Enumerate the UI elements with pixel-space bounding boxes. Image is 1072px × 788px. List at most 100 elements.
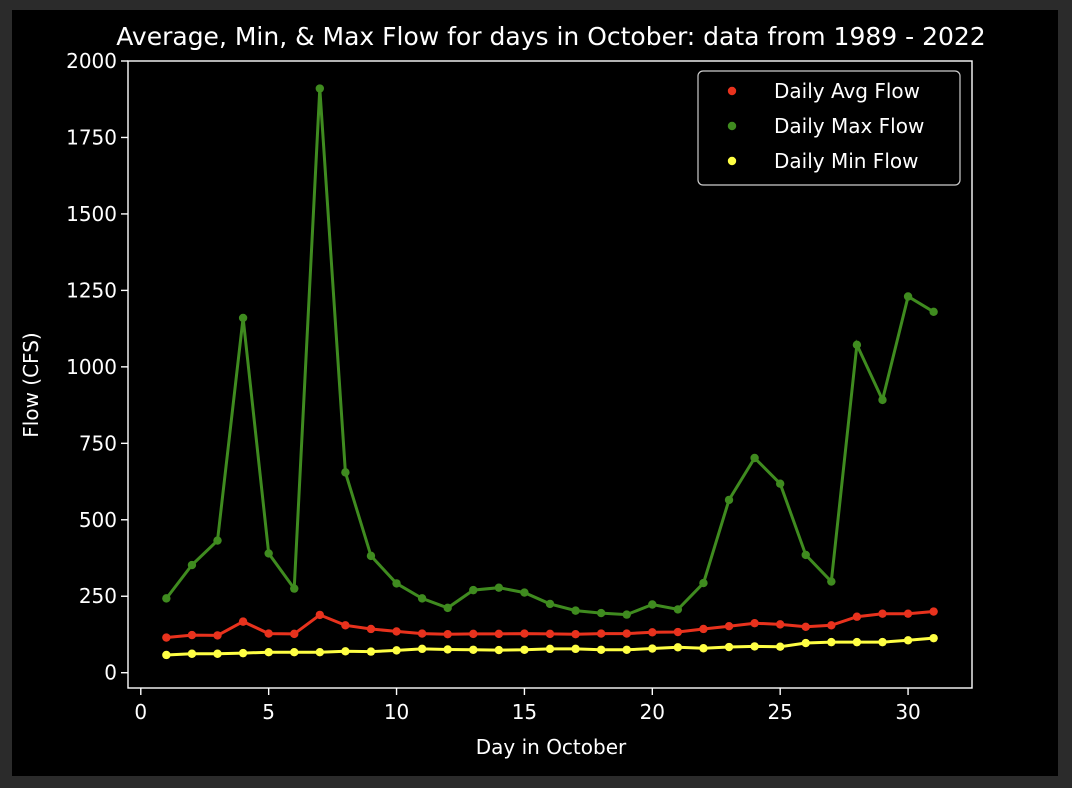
data-point <box>596 608 606 618</box>
data-point <box>264 648 273 657</box>
data-point <box>673 627 683 637</box>
data-point <box>929 633 938 643</box>
data-point <box>775 642 785 651</box>
plot-area-frame <box>127 60 973 689</box>
data-point <box>366 624 376 634</box>
line-chart: Average, Min, & Max Flow for days in Oct… <box>19 22 986 759</box>
data-point <box>699 624 708 634</box>
data-point <box>571 629 580 639</box>
data-point <box>699 578 708 588</box>
data-point <box>315 610 325 620</box>
legend-marker <box>727 156 737 166</box>
x-tick-label: 20 <box>640 700 665 724</box>
data-point <box>315 648 325 657</box>
data-point <box>290 629 299 639</box>
x-tick-label: 5 <box>262 700 275 724</box>
data-point <box>417 594 427 603</box>
data-point <box>571 644 580 654</box>
data-point <box>827 621 836 630</box>
data-point <box>494 645 504 655</box>
data-point <box>775 479 785 488</box>
data-point <box>545 644 555 654</box>
data-point <box>187 649 197 658</box>
data-point <box>622 629 631 638</box>
x-tick-label: 25 <box>767 700 792 724</box>
data-point <box>622 610 631 619</box>
legend-label: Daily Min Flow <box>774 149 918 173</box>
data-point <box>801 622 810 632</box>
legend: Daily Avg Flow Daily Max Flow Daily Min Fl… <box>697 70 961 186</box>
data-point <box>290 648 299 657</box>
data-point <box>238 313 248 323</box>
data-point <box>162 650 171 660</box>
data-point <box>443 603 452 613</box>
data-point <box>622 645 631 654</box>
y-tick-label: 1000 <box>66 355 117 379</box>
data-point <box>315 84 325 93</box>
data-point <box>341 647 350 656</box>
data-point <box>520 629 529 638</box>
x-tick-label: 10 <box>384 700 409 724</box>
data-point <box>162 633 171 642</box>
y-tick-label: 250 <box>79 584 117 608</box>
y-tick-label: 2000 <box>66 49 117 73</box>
data-point <box>392 627 401 636</box>
x-axis-label: Day in October <box>476 735 627 759</box>
data-point <box>213 649 222 658</box>
data-point <box>750 618 759 628</box>
y-tick-label: 750 <box>79 431 117 455</box>
data-point <box>699 644 708 653</box>
data-point <box>187 630 197 640</box>
data-point <box>162 594 171 603</box>
data-point <box>801 638 810 648</box>
x-tick-label: 30 <box>895 700 920 724</box>
data-point <box>494 629 504 639</box>
data-point <box>929 307 938 316</box>
data-point <box>366 647 376 656</box>
data-point <box>520 588 529 597</box>
y-tick-label: 1500 <box>66 202 117 226</box>
data-point <box>264 549 273 558</box>
data-point <box>366 551 376 561</box>
data-point <box>238 617 248 626</box>
data-point <box>852 612 862 621</box>
data-point <box>341 621 350 630</box>
data-point <box>213 536 222 545</box>
data-point <box>852 340 862 350</box>
series-layer <box>162 84 938 660</box>
data-point <box>878 609 887 618</box>
data-point <box>469 585 478 595</box>
data-point <box>417 644 427 654</box>
data-point <box>264 629 273 638</box>
data-point <box>648 628 657 637</box>
y-tick-label: 1750 <box>66 125 117 149</box>
data-point <box>648 600 657 609</box>
data-point <box>903 292 913 301</box>
data-point <box>673 643 683 652</box>
data-point <box>494 583 504 592</box>
data-point <box>827 637 836 647</box>
data-point <box>827 577 836 586</box>
legend-label: Daily Avg Flow <box>774 79 920 103</box>
data-point <box>545 599 555 609</box>
y-tick-label: 1250 <box>66 278 117 302</box>
legend-marker <box>727 121 737 131</box>
data-point <box>750 642 759 651</box>
data-point <box>852 637 862 647</box>
x-tick-label: 0 <box>134 700 147 724</box>
data-point <box>417 629 427 638</box>
data-point <box>213 631 222 640</box>
data-point <box>290 584 299 593</box>
data-point <box>673 605 683 614</box>
data-point <box>750 453 759 463</box>
data-point <box>392 646 401 655</box>
data-point <box>238 648 248 658</box>
data-point <box>341 468 350 477</box>
data-point <box>596 629 606 638</box>
figure-frame: Average, Min, & Max Flow for days in Oct… <box>12 10 1058 776</box>
data-point <box>775 620 785 629</box>
data-point <box>648 644 657 653</box>
data-point <box>724 642 734 652</box>
legend-box <box>697 70 961 186</box>
data-point <box>929 607 938 616</box>
